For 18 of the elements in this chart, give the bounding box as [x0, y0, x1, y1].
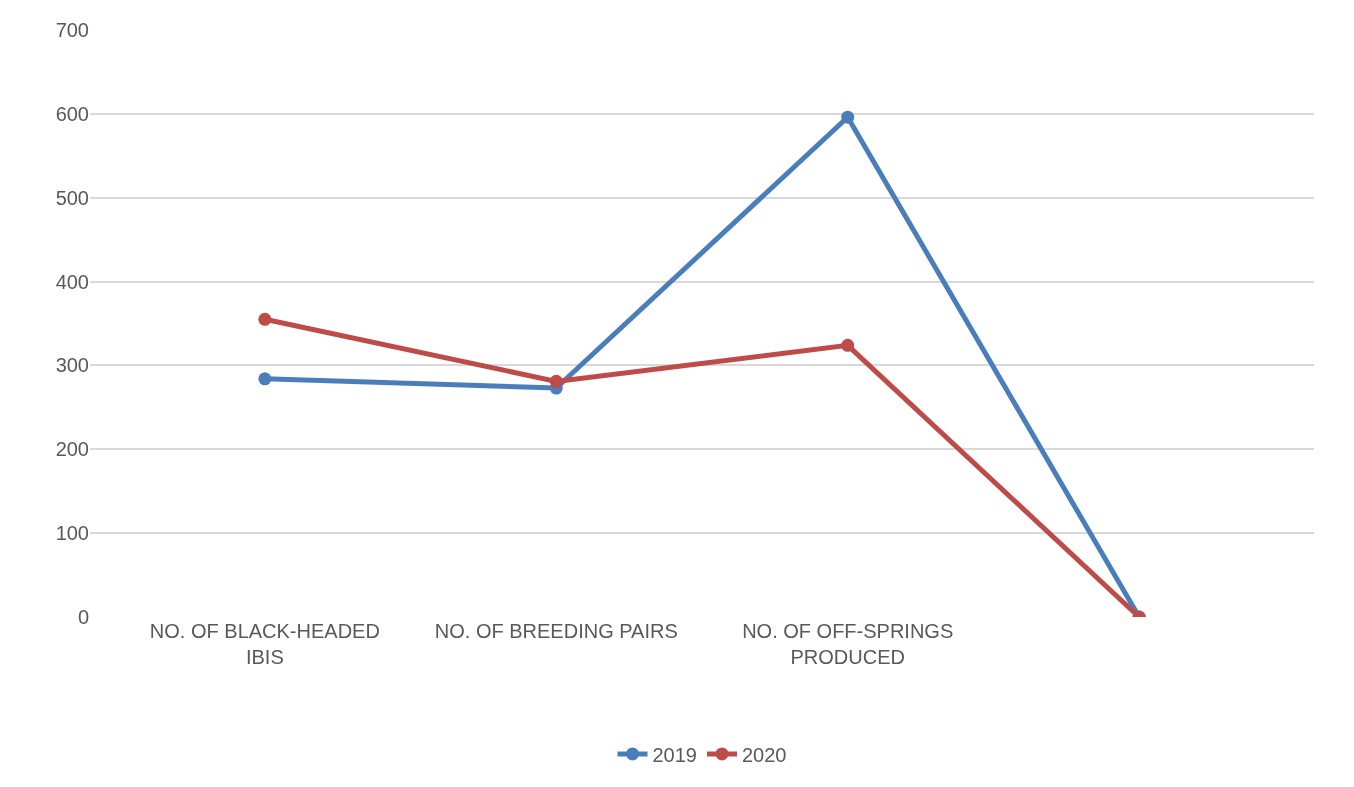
x-tick-label: NO. OF OFF-SPRINGS PRODUCED: [742, 620, 954, 668]
point: [841, 110, 855, 124]
y-tick-label: 300: [55, 354, 89, 377]
y-tick-label: 500: [55, 186, 89, 209]
y-tick-label: 0: [77, 606, 89, 628]
y-tick-label: 700: [55, 19, 89, 41]
point: [549, 374, 563, 388]
y-tick-label: 200: [55, 438, 89, 461]
legend-label: 2020: [742, 743, 787, 766]
point: [841, 338, 855, 352]
y-tick-label: 100: [55, 522, 89, 545]
point: [258, 312, 272, 326]
x-tick-label: NO. OF BREEDING PAIRS: [434, 620, 678, 642]
x-tick-label: NO. OF BLACK-HEADED IBIS: [149, 620, 380, 668]
y-tick-label: 400: [55, 270, 89, 293]
y-tick-label: 600: [55, 102, 89, 125]
legend-label: 2019: [652, 743, 697, 766]
point: [258, 372, 272, 386]
